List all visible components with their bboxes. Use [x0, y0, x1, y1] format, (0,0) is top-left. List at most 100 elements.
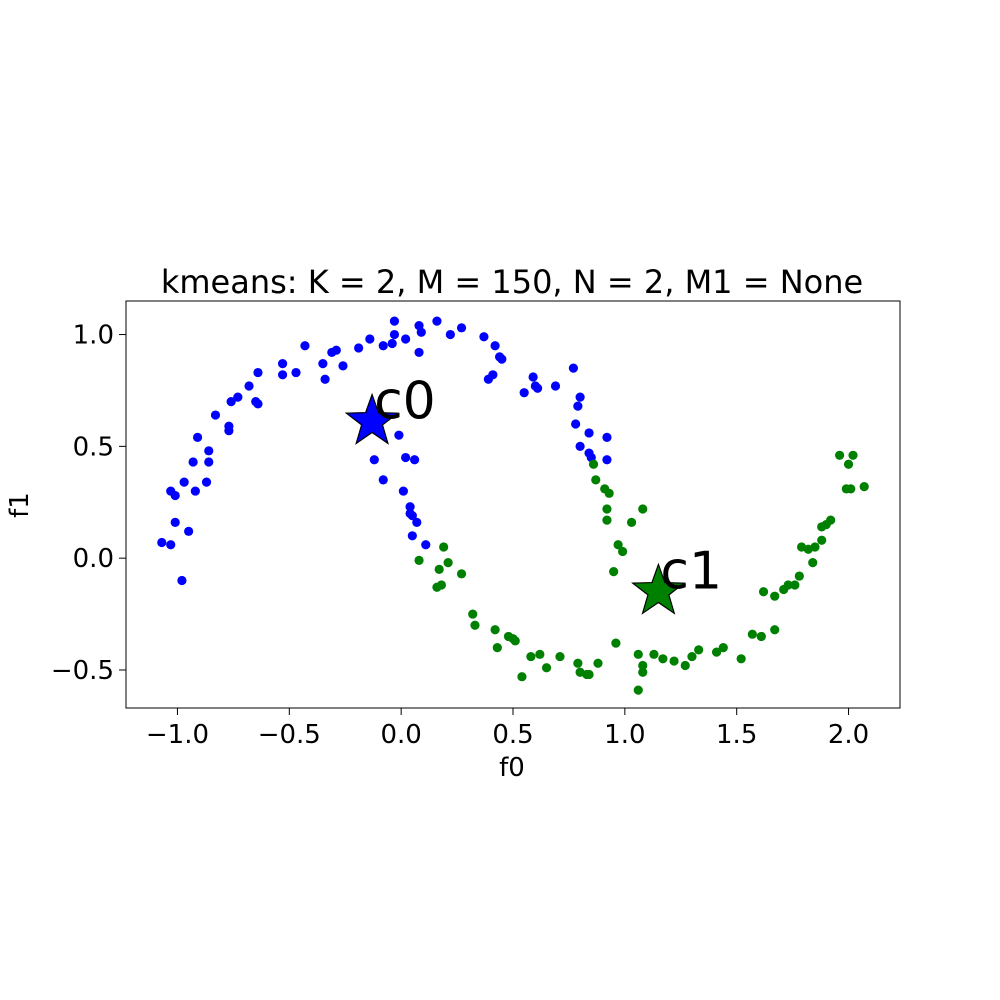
- data-point-cluster-0: [369, 455, 379, 465]
- data-point-cluster-0: [320, 374, 330, 384]
- data-point-cluster-0: [421, 540, 431, 550]
- data-point-cluster-0: [166, 540, 176, 550]
- chart-title: kmeans: K = 2, M = 150, N = 2, M1 = None: [161, 263, 863, 301]
- data-point-cluster-0: [190, 486, 200, 496]
- data-point-cluster-0: [528, 372, 538, 382]
- y-tick-label: 0.0: [73, 544, 114, 574]
- data-point-cluster-0: [571, 419, 581, 429]
- data-point-cluster-1: [826, 515, 836, 525]
- data-point-cluster-0: [177, 575, 187, 586]
- data-point-cluster-1: [810, 542, 820, 552]
- data-point-cluster-1: [434, 564, 444, 574]
- data-point-cluster-0: [401, 452, 411, 463]
- data-point-cluster-0: [490, 341, 500, 351]
- data-point-cluster-1: [783, 580, 793, 590]
- data-point-cluster-0: [210, 410, 221, 420]
- centroids: c0 c1: [344, 372, 722, 615]
- data-point-cluster-0: [179, 477, 189, 487]
- data-point-cluster-0: [291, 367, 301, 378]
- data-point-cluster-1: [711, 647, 722, 657]
- data-point-cluster-1: [626, 517, 637, 527]
- data-point-cluster-0: [405, 502, 415, 512]
- data-point-cluster-0: [414, 347, 424, 358]
- data-point-cluster-1: [770, 625, 780, 635]
- x-axis-label: f0: [499, 753, 525, 783]
- data-point-cluster-1: [808, 558, 818, 568]
- data-point-cluster-0: [277, 370, 288, 380]
- data-point-cluster-0: [365, 334, 375, 344]
- data-point-cluster-0: [550, 381, 561, 391]
- data-point-cluster-1: [510, 636, 520, 646]
- x-tick-label: 0.0: [380, 720, 421, 750]
- data-point-cluster-1: [687, 651, 697, 662]
- data-point-cluster-0: [389, 329, 400, 340]
- data-point-cluster-1: [593, 658, 603, 668]
- data-point-cluster-1: [439, 542, 449, 552]
- data-point-cluster-0: [184, 526, 194, 536]
- data-point-cluster-1: [492, 643, 502, 653]
- data-point-cluster-0: [204, 457, 214, 467]
- data-point-cluster-0: [387, 338, 397, 349]
- data-point-cluster-1: [517, 672, 527, 682]
- data-point-cluster-0: [338, 361, 348, 371]
- data-point-cluster-1: [602, 504, 612, 514]
- y-tick-label: 0.5: [73, 432, 114, 462]
- data-point-cluster-1: [846, 484, 856, 494]
- data-point-cluster-0: [401, 334, 411, 344]
- data-point-cluster-1: [770, 591, 780, 601]
- data-point-cluster-1: [468, 609, 478, 619]
- data-point-cluster-1: [535, 649, 545, 659]
- data-point-cluster-0: [300, 341, 310, 351]
- centroid-label-c0: c0: [374, 372, 436, 432]
- centroid-star-c1: [631, 562, 686, 615]
- x-tick-label: −0.5: [258, 720, 321, 750]
- data-point-cluster-1: [470, 620, 480, 630]
- data-point-cluster-0: [394, 430, 404, 440]
- data-point-cluster-0: [602, 432, 612, 443]
- data-point-cluster-0: [331, 345, 341, 355]
- data-point-cluster-1: [817, 535, 827, 545]
- data-point-cluster-1: [618, 546, 628, 557]
- data-point-cluster-0: [253, 367, 263, 378]
- data-point-cluster-0: [573, 401, 583, 411]
- data-point-cluster-0: [170, 490, 180, 501]
- data-point-cluster-1: [604, 488, 614, 498]
- data-point-cluster-1: [694, 645, 704, 655]
- y-axis: 1.0 0.5 0.0 −0.5: [51, 321, 126, 686]
- data-point-cluster-0: [233, 392, 243, 402]
- data-point-cluster-0: [204, 446, 214, 456]
- data-point-cluster-0: [277, 359, 288, 369]
- data-point-cluster-0: [192, 432, 203, 443]
- data-point-cluster-1: [602, 515, 612, 525]
- data-point-cluster-1: [794, 571, 804, 581]
- data-point-cluster-1: [456, 569, 467, 579]
- y-tick-label: 1.0: [73, 321, 114, 351]
- data-point-cluster-1: [436, 580, 447, 590]
- data-point-cluster-0: [412, 517, 422, 527]
- data-point-cluster-0: [533, 383, 543, 393]
- data-point-cluster-0: [575, 441, 585, 451]
- data-point-cluster-0: [488, 370, 498, 380]
- data-point-cluster-0: [409, 455, 420, 465]
- data-point-cluster-1: [680, 660, 690, 671]
- data-point-cluster-1: [649, 649, 659, 659]
- data-point-cluster-1: [443, 558, 453, 568]
- data-points: [157, 316, 869, 695]
- data-point-cluster-1: [633, 685, 643, 695]
- data-point-cluster-0: [568, 363, 578, 373]
- data-point-cluster-0: [157, 537, 167, 548]
- data-point-cluster-0: [497, 354, 507, 364]
- x-tick-label: 2.0: [828, 720, 869, 750]
- data-point-cluster-0: [407, 511, 417, 521]
- x-tick-label: 1.5: [716, 720, 757, 750]
- data-point-cluster-0: [201, 477, 212, 487]
- data-point-cluster-0: [602, 455, 612, 465]
- data-point-cluster-1: [638, 660, 648, 671]
- data-point-cluster-1: [555, 651, 565, 662]
- data-point-cluster-1: [843, 459, 854, 469]
- data-point-cluster-1: [736, 654, 746, 664]
- data-point-cluster-1: [526, 651, 536, 662]
- data-point-cluster-0: [407, 531, 417, 541]
- data-point-cluster-0: [244, 381, 254, 391]
